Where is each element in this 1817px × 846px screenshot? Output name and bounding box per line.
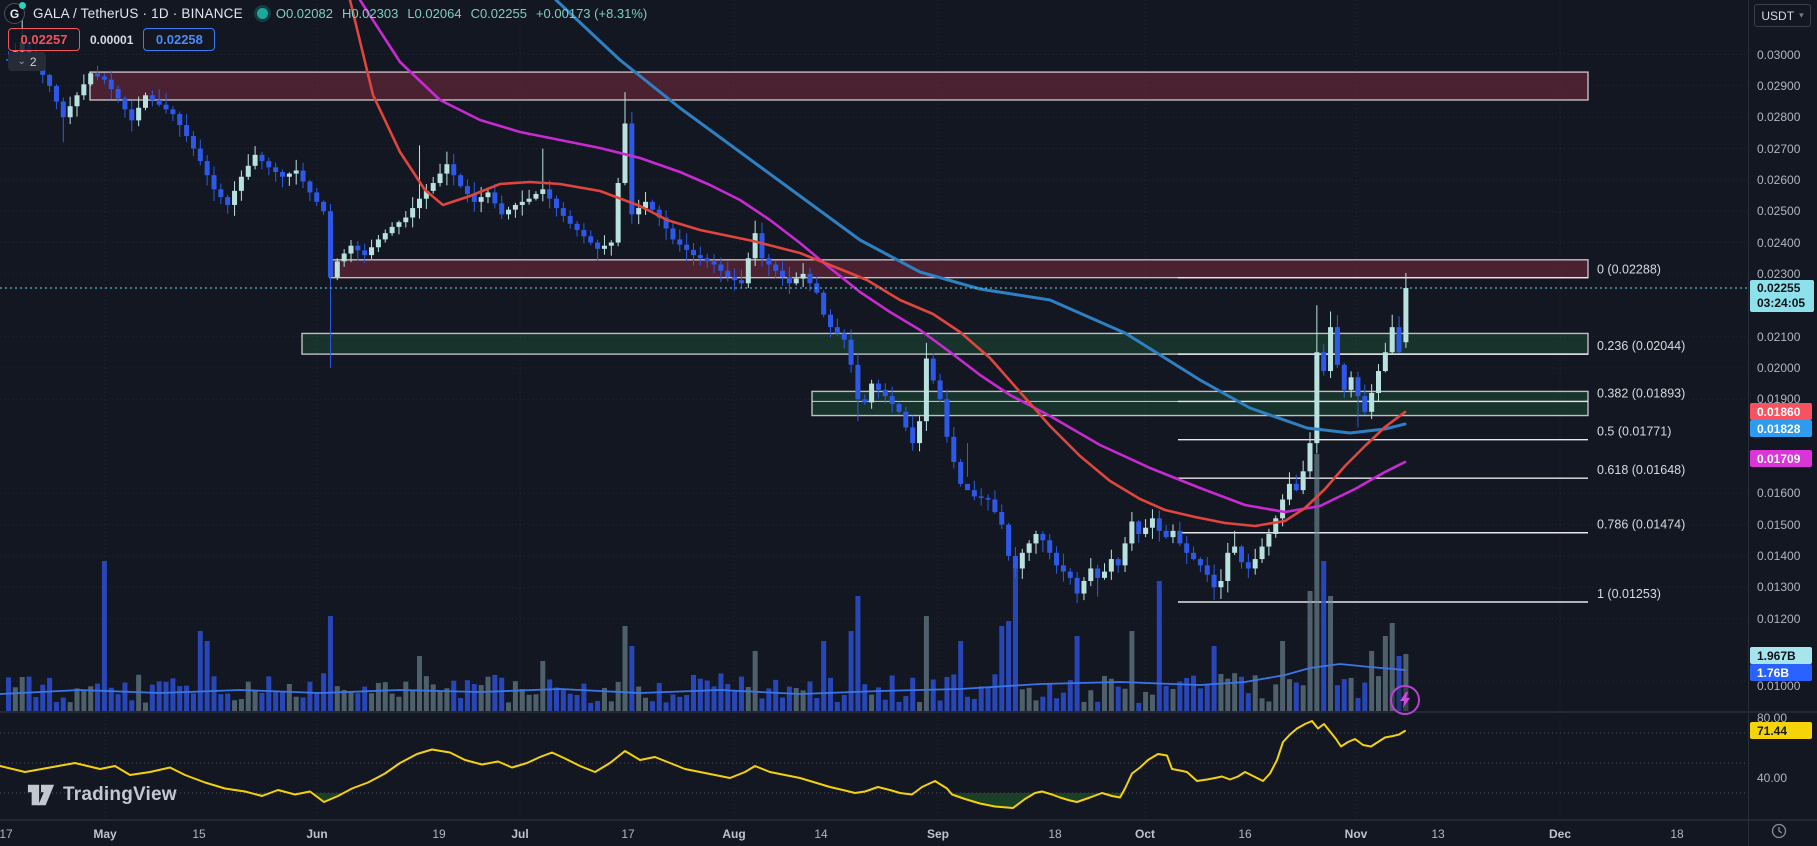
- indicator-count: 2: [29, 54, 37, 69]
- time-axis-tick: Jun: [306, 827, 328, 841]
- price-axis-tick: 0.02500: [1757, 204, 1801, 219]
- time-axis-tick: 15: [192, 827, 206, 841]
- time-axis-tick: Dec: [1548, 827, 1572, 841]
- ma-blue-price-label: 0.01828: [1750, 420, 1812, 437]
- open-value: O0.02082: [275, 6, 333, 21]
- ma-magenta-price-label: 0.01709: [1750, 450, 1812, 467]
- tradingview-mark-icon: [27, 784, 55, 806]
- buy-button[interactable]: 0.02258: [143, 28, 216, 51]
- spread-value: 0.00001: [90, 32, 134, 47]
- price-axis-tick: 0.02000: [1757, 360, 1801, 375]
- rsi-axis-tick: 80.00: [1757, 711, 1788, 725]
- support-zone-fib236[interactable]: [301, 332, 1589, 355]
- gala-coin-icon: G: [4, 2, 26, 24]
- chevron-down-icon: ▾: [1799, 10, 1804, 20]
- fib-label-0.786: 0.786 (0.01474): [1597, 518, 1685, 532]
- volume-value-label: 1.967B: [1750, 647, 1812, 664]
- fib-label-0.5: 0.5 (0.01771): [1597, 425, 1671, 439]
- rsi-oversold-fill: [1047, 793, 1102, 802]
- candles: [6, 7, 1409, 603]
- current-price-value: 0.02255: [1757, 281, 1801, 295]
- price-axis-tick: 0.01300: [1757, 580, 1801, 595]
- volume-ma-line[interactable]: [0, 663, 1406, 695]
- price-axis-tick: 0.01600: [1757, 486, 1801, 501]
- ma-red-line[interactable]: [348, 0, 1407, 528]
- time-axis-tick: Oct: [1134, 827, 1156, 841]
- price-axis-tick: 0.01000: [1757, 679, 1801, 694]
- time-axis-tick: 14: [814, 827, 828, 841]
- price-axis-tick: 0.02800: [1757, 110, 1801, 125]
- rsi-value-label: 71.44: [1750, 722, 1812, 739]
- volume-ma-label: 1.76B: [1750, 664, 1812, 681]
- indicators-collapse-button[interactable]: ⌄ 2: [8, 52, 46, 71]
- timezone-clock-icon[interactable]: [1771, 823, 1787, 839]
- price-axis-tick: 0.02700: [1757, 141, 1801, 156]
- time-axis-tick: Sep: [926, 827, 950, 841]
- time-axis-tick: Jul: [511, 827, 529, 841]
- time-axis-tick: 19: [432, 827, 446, 841]
- price-axis-tick: 0.02100: [1757, 329, 1801, 344]
- price-axis-tick: 0.03000: [1757, 47, 1801, 62]
- rsi-line[interactable]: [0, 720, 1406, 809]
- high-value: H0.02303: [341, 6, 399, 21]
- fib-label-1: 1 (0.01253): [1597, 587, 1661, 601]
- time-axis-tick: 18: [1048, 827, 1062, 841]
- price-axis-tick: 0.02600: [1757, 172, 1801, 187]
- price-axis-tick: 0.02900: [1757, 78, 1801, 93]
- trade-buttons: 0.02257 0.00001 0.02258: [8, 28, 216, 51]
- symbol-legend[interactable]: G GALA / TetherUS · 1D · BINANCE O0.0208…: [4, 2, 647, 24]
- close-value: C0.02255: [470, 6, 527, 21]
- currency-label: USDT: [1761, 8, 1795, 23]
- price-axis-tick: 0.02300: [1757, 266, 1801, 281]
- price-axis-tick: 0.01200: [1757, 611, 1801, 626]
- price-axis-tick: 0.01900: [1757, 392, 1801, 407]
- fib-label-0.236: 0.236 (0.02044): [1597, 339, 1685, 353]
- tradingview-logo[interactable]: TradingView: [26, 781, 177, 809]
- ohlc-values: O0.02082 H0.02303 L0.02064 C0.02255 +0.0…: [276, 6, 647, 21]
- fib-label-0.382: 0.382 (0.01893): [1597, 386, 1685, 400]
- time-axis-tick: Nov: [1344, 827, 1368, 841]
- chevron-down-icon: ⌄: [17, 56, 26, 67]
- bar-countdown: 03:24:05: [1757, 296, 1806, 310]
- resistance-zone-fib0[interactable]: [329, 259, 1589, 279]
- volume-bars: [6, 454, 1409, 711]
- rsi-axis-tick: 40.00: [1757, 771, 1788, 785]
- sell-button[interactable]: 0.02257: [8, 28, 80, 51]
- time-axis-tick: May: [93, 827, 117, 841]
- fib-label-0.618: 0.618 (0.01648): [1597, 463, 1685, 477]
- time-axis-tick: 18: [1670, 827, 1684, 841]
- tradingview-wordmark: TradingView: [63, 784, 177, 805]
- symbol-title[interactable]: GALA / TetherUS · 1D · BINANCE: [33, 6, 243, 21]
- market-status-icon[interactable]: [256, 8, 268, 19]
- price-axis-tick: 0.02400: [1757, 235, 1801, 250]
- time-axis-tick: 17: [621, 827, 635, 841]
- ma-magenta-line[interactable]: [358, 0, 1407, 514]
- price-axis-tick: 0.01500: [1757, 517, 1801, 532]
- ma-cyan-line[interactable]: [554, 0, 1407, 435]
- rsi-oversold-fill: [312, 793, 344, 802]
- time-axis-tick: 17: [0, 827, 13, 841]
- resistance-zone-upper[interactable]: [89, 71, 1589, 101]
- price-axis-tick: 0.01400: [1757, 548, 1801, 563]
- time-axis-tick: 16: [1238, 827, 1252, 841]
- time-axis-tick: Aug: [722, 827, 746, 841]
- current-price-label: 0.02255 03:24:05: [1750, 280, 1814, 312]
- fib-label-0: 0 (0.02288): [1597, 263, 1661, 277]
- rsi-oversold-fill: [950, 793, 1035, 808]
- currency-selector[interactable]: USDT ▾: [1754, 4, 1811, 27]
- change-value: +0.00173 (+8.31%): [535, 6, 648, 21]
- time-axis-tick: 13: [1431, 827, 1445, 841]
- ma-red-price-label: 0.01860: [1750, 403, 1812, 420]
- flash-boost-icon[interactable]: [1390, 685, 1420, 715]
- low-value: L0.02064: [407, 6, 462, 21]
